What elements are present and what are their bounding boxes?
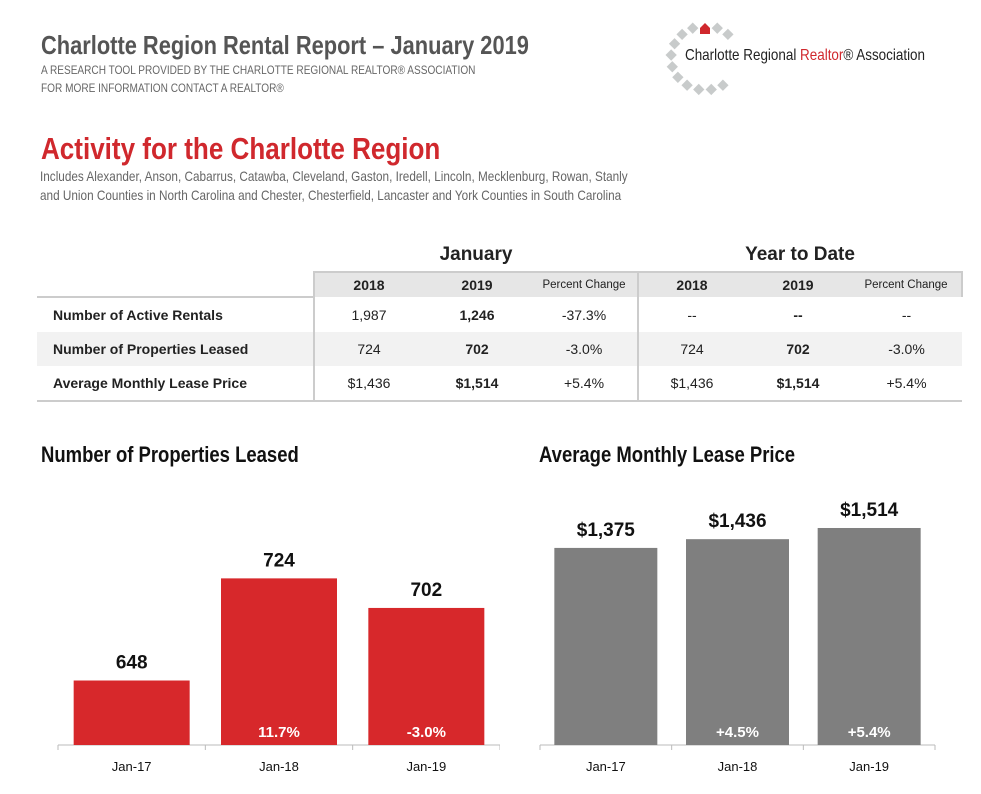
data-label: 702: [410, 580, 442, 601]
x-tick-label: Jan-17: [112, 759, 152, 774]
cell: -37.3%: [561, 306, 607, 323]
change-label: 11.7%: [258, 724, 300, 741]
bar: [73, 680, 190, 745]
cell: 724: [313, 332, 423, 366]
column-header: 2018: [637, 271, 745, 297]
x-tick-label: Jan-18: [718, 759, 758, 774]
bar: [368, 607, 485, 745]
row-label: Number of Active Rentals: [53, 307, 223, 323]
data-label: $1,514: [840, 500, 899, 521]
data-label: $1,375: [577, 520, 636, 541]
x-tick-label: Jan-19: [849, 759, 889, 774]
change-label: +4.5%: [716, 724, 759, 741]
cell: $1,436: [313, 366, 423, 402]
x-tick-label: Jan-18: [259, 759, 299, 774]
logo-text: Charlotte Regional Realtor® Association: [685, 47, 925, 65]
cell: --: [901, 306, 912, 323]
bar: [817, 527, 921, 745]
section-includes-line2: and Union Counties in North Carolina and…: [40, 187, 622, 203]
section-title: Activity for the Charlotte Region: [41, 131, 441, 166]
table-row: Number of Properties Leased 724 702 -3.0…: [37, 332, 962, 366]
cell: 724: [637, 332, 745, 366]
table-row: Average Monthly Lease Price $1,436 $1,51…: [37, 366, 962, 402]
logo-text-realtor: Realtor: [800, 47, 844, 64]
cell: 702: [423, 332, 531, 366]
x-tick-label: Jan-19: [406, 759, 446, 774]
report-contact-note: FOR MORE INFORMATION CONTACT A REALTOR®: [41, 81, 284, 95]
blank-cell: [37, 238, 314, 272]
activity-table: January Year to Date 2018 2019 Percent C…: [37, 238, 963, 402]
chart-title-price: Average Monthly Lease Price: [539, 442, 796, 467]
bar: [554, 547, 658, 745]
logo-text-part: Charlotte Regional: [685, 47, 801, 64]
data-label: $1,436: [708, 511, 766, 532]
cell: 1,987: [313, 297, 423, 332]
chart-title-leased: Number of Properties Leased: [41, 442, 299, 467]
cell: 702: [745, 332, 851, 366]
cell: 1,246: [459, 306, 495, 323]
logo-text-part: ® Association: [843, 47, 926, 64]
column-header: Percent Change: [531, 271, 638, 297]
change-label: -3.0%: [407, 724, 446, 741]
change-label: +5.4%: [848, 724, 891, 741]
cell: $1,514: [423, 366, 531, 402]
group-header-ytd: Year to Date: [745, 243, 855, 265]
bar: [221, 578, 337, 745]
cell: -3.0%: [531, 332, 638, 366]
realtor-logo-icon: [665, 22, 734, 96]
report-subtitle: A RESEARCH TOOL PROVIDED BY THE CHARLOTT…: [41, 63, 476, 77]
data-label: 724: [263, 550, 295, 571]
column-header: 2019: [745, 271, 851, 297]
bar: [686, 539, 789, 745]
cell: --: [637, 297, 745, 332]
leased-bar-chart: 648 Jan-17 724 11.7% Jan-18 702 -3.0% Jan-19: [57, 550, 500, 774]
column-header: 2018: [313, 271, 423, 297]
cell: +5.4%: [531, 366, 638, 402]
column-header: 2019: [423, 271, 531, 297]
cell: -3.0%: [851, 332, 962, 366]
row-label: Average Monthly Lease Price: [37, 366, 314, 402]
blank-cell: [37, 272, 314, 298]
cell: $1,514: [745, 366, 851, 402]
data-label: 648: [116, 653, 148, 674]
table-row: Number of Active Rentals 1,987 1,246 -37…: [37, 297, 962, 332]
cell: +5.4%: [851, 366, 962, 402]
group-header-january: January: [439, 243, 513, 265]
section-includes-line1: Includes Alexander, Anson, Cabarrus, Cat…: [40, 168, 628, 184]
cell: $1,436: [637, 366, 745, 402]
row-label: Number of Properties Leased: [37, 332, 314, 366]
price-bar-chart: $1,375 Jan-17 $1,436 +4.5% Jan-18 $1,514 +5.4%…: [539, 500, 936, 774]
cell: --: [793, 306, 803, 323]
x-tick-label: Jan-17: [586, 759, 626, 774]
report-title: Charlotte Region Rental Report – January…: [41, 30, 529, 60]
column-header: Percent Change: [851, 271, 963, 297]
